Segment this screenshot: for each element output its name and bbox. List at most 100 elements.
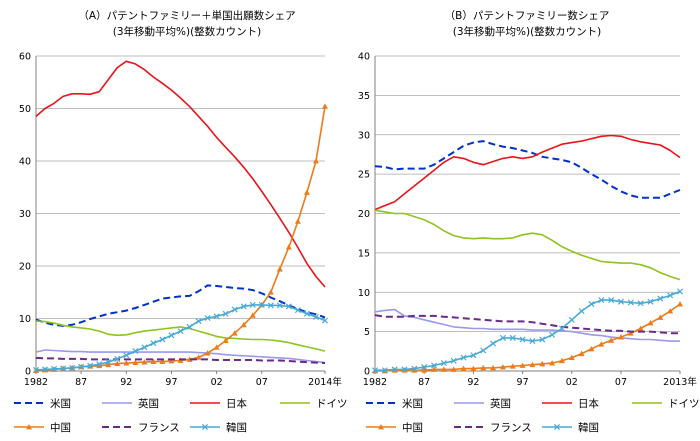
data-point bbox=[87, 362, 94, 369]
chart-subtitle-a: (3年移動平均%)(整数カウント) bbox=[113, 25, 262, 38]
data-point bbox=[568, 354, 575, 361]
data-point bbox=[558, 357, 565, 364]
y-tick-label: 20 bbox=[358, 209, 370, 220]
legend-label: 日本 bbox=[226, 397, 247, 410]
legend-item-us: 米国 bbox=[14, 397, 71, 410]
data-point bbox=[303, 310, 310, 317]
series-line bbox=[374, 134, 681, 211]
series-us-a bbox=[35, 284, 326, 327]
data-point bbox=[114, 355, 121, 362]
x-tick-label: 92 bbox=[467, 377, 479, 388]
series-china-a bbox=[33, 103, 328, 373]
data-point bbox=[159, 358, 166, 364]
data-point bbox=[321, 317, 329, 324]
data-point bbox=[42, 366, 49, 373]
series-line bbox=[35, 284, 326, 327]
legend-label: 中国 bbox=[50, 421, 71, 434]
data-point bbox=[676, 288, 684, 295]
y-tick-label: 10 bbox=[19, 314, 31, 325]
legend-item-japan: 日本 bbox=[542, 397, 599, 410]
data-point bbox=[421, 367, 428, 373]
data-point bbox=[539, 336, 546, 343]
data-point bbox=[421, 364, 428, 371]
data-point bbox=[312, 313, 319, 320]
legend-marker bbox=[378, 424, 384, 430]
y-tick-label: 40 bbox=[358, 52, 370, 63]
data-point bbox=[168, 358, 175, 364]
data-point bbox=[637, 325, 644, 331]
data-point bbox=[123, 352, 130, 359]
data-point bbox=[249, 301, 256, 308]
y-tick-label: 35 bbox=[358, 91, 370, 102]
data-point bbox=[549, 360, 556, 366]
y-tick-label: 15 bbox=[358, 248, 370, 259]
data-point bbox=[647, 298, 654, 305]
data-point bbox=[509, 334, 516, 341]
chart-title-b: （B）パテントファミリー数シェア bbox=[445, 9, 610, 22]
data-point bbox=[529, 361, 536, 368]
data-point bbox=[627, 299, 634, 306]
y-tick-label: 40 bbox=[19, 157, 31, 168]
series-korea-a bbox=[32, 301, 329, 373]
data-point bbox=[401, 366, 408, 373]
series-line bbox=[35, 320, 326, 352]
data-point bbox=[519, 362, 526, 368]
data-point bbox=[141, 344, 148, 351]
data-point bbox=[159, 336, 166, 343]
legend-item-korea: 韓国 bbox=[542, 422, 599, 434]
data-point bbox=[96, 362, 103, 369]
data-point bbox=[509, 363, 516, 369]
data-point bbox=[231, 330, 238, 336]
data-point bbox=[450, 366, 457, 372]
series-uk-a bbox=[35, 349, 326, 364]
data-point bbox=[411, 367, 418, 373]
data-point bbox=[558, 325, 565, 332]
data-point bbox=[186, 356, 193, 362]
y-tick-label: 25 bbox=[358, 170, 370, 181]
legend-item-china: 中国 bbox=[366, 421, 423, 434]
data-point bbox=[617, 298, 624, 305]
data-point bbox=[276, 266, 283, 272]
data-point bbox=[460, 354, 467, 361]
data-point bbox=[267, 302, 274, 309]
x-tick-label: 2014年 bbox=[308, 376, 342, 388]
x-tick-label: 02 bbox=[211, 377, 223, 388]
data-point bbox=[114, 360, 121, 367]
legend-item-japan: 日本 bbox=[190, 397, 247, 410]
data-point bbox=[105, 359, 112, 366]
series-line bbox=[374, 308, 680, 342]
x-tick-label: 97 bbox=[165, 377, 177, 388]
legend-label: 英国 bbox=[490, 397, 511, 410]
data-point bbox=[391, 366, 398, 373]
data-point bbox=[667, 292, 674, 299]
data-point bbox=[195, 354, 202, 360]
legend-label: フランス bbox=[490, 422, 532, 434]
data-point bbox=[440, 366, 447, 372]
data-point bbox=[51, 365, 58, 372]
series-line bbox=[375, 290, 681, 372]
x-tick-label: 87 bbox=[75, 377, 87, 388]
x-tick-label: 87 bbox=[418, 377, 430, 388]
series-china-b bbox=[372, 301, 683, 374]
data-point bbox=[78, 363, 85, 370]
data-point bbox=[168, 332, 175, 339]
data-point bbox=[231, 306, 238, 313]
series-france-a bbox=[35, 356, 326, 365]
data-point bbox=[249, 312, 256, 318]
legend-marker bbox=[26, 424, 32, 430]
data-point bbox=[240, 303, 247, 310]
data-point bbox=[637, 300, 644, 307]
data-point bbox=[186, 323, 193, 330]
legend-label: 英国 bbox=[138, 397, 159, 410]
data-point bbox=[431, 366, 438, 372]
data-point bbox=[150, 340, 157, 347]
chart-panel-b: （B）パテントファミリー数シェア (3年移動平均%)(整数カウント) 0 5 10 1… bbox=[358, 9, 700, 434]
chart-panel-a: （A）パテントファミリー＋単国出願数シェア (3年移動平均%)(整数カウント) … bbox=[14, 9, 348, 434]
legend-item-korea: 韓国 bbox=[190, 422, 247, 434]
data-point bbox=[470, 352, 477, 359]
data-point bbox=[677, 301, 683, 307]
data-point bbox=[258, 301, 265, 308]
